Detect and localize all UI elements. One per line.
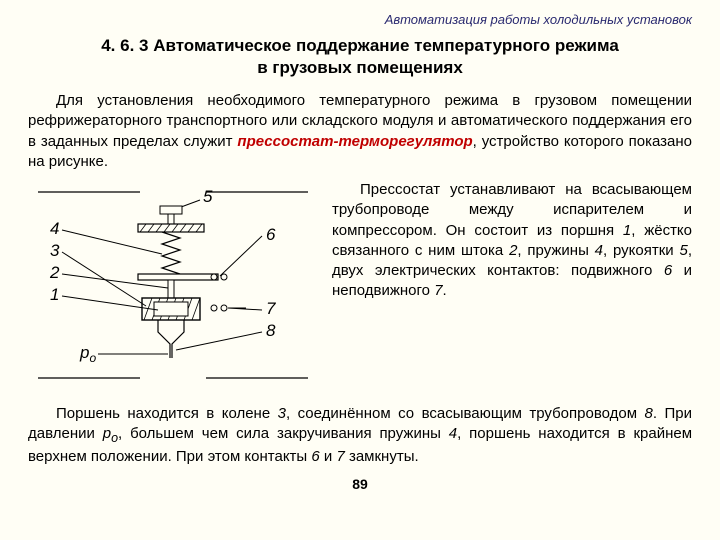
sp-s4: , рукоятки <box>603 242 679 259</box>
p2-n7: 7 <box>336 448 344 465</box>
figure-label-6: 6 <box>266 225 276 244</box>
p2-n4: 4 <box>449 425 457 442</box>
title-line-2: в грузовых помещениях <box>257 58 463 77</box>
figure-label-8: 8 <box>266 321 276 340</box>
page-number: 89 <box>28 476 692 492</box>
p2-after-po: , большем чем сила закручивания пружины <box>118 425 449 442</box>
figure-label-1: 1 <box>50 285 59 304</box>
paragraph-1: Для установления необходимого температур… <box>28 91 692 172</box>
sp-n1: 1 <box>623 222 631 239</box>
section-title: 4. 6. 3 Автоматическое поддержание темпе… <box>28 35 692 79</box>
p2-n6: 6 <box>311 448 319 465</box>
figure-label-2: 2 <box>49 263 60 282</box>
p2-s3: , соединённом со всасывающим трубопровод… <box>286 405 645 422</box>
paragraph-2: Поршень находится в колене 3, соединённо… <box>28 404 692 467</box>
p2-po: pо <box>103 425 118 442</box>
sp-n7: 7 <box>434 282 442 299</box>
p2-s6: и <box>320 448 337 465</box>
figure-label-4: 4 <box>50 219 59 238</box>
p2-n8: 8 <box>645 405 653 422</box>
sp-n5: 5 <box>679 242 687 259</box>
figure-label-5: 5 <box>203 187 213 206</box>
sp-s7: . <box>443 282 447 299</box>
sp-n6: 6 <box>664 262 672 279</box>
p2-a: Поршень находится в колене <box>56 405 278 422</box>
title-line-1: 4. 6. 3 Автоматическое поддержание темпе… <box>101 36 619 55</box>
p2-s7: замкнуты. <box>345 448 419 465</box>
running-header: Автоматизация работы холодильных установ… <box>28 12 692 27</box>
figure-label-3: 3 <box>50 241 60 260</box>
highlight-term: прессостат-терморегулятор <box>237 133 472 150</box>
pressostat-figure: 5 <box>28 180 318 394</box>
figure-label-7: 7 <box>266 299 276 318</box>
p2-n3: 3 <box>278 405 286 422</box>
sp-s2: , пружины <box>517 242 594 259</box>
side-paragraph: Прессостат устанавливают на всасывающем … <box>332 180 692 302</box>
figure-label-po: pо <box>79 343 96 365</box>
sp-n4: 4 <box>595 242 603 259</box>
